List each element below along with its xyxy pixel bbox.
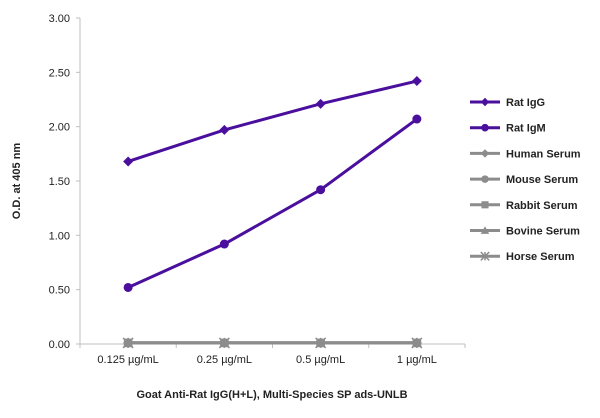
x-tick-label: 0.5 µg/mL (296, 354, 345, 366)
legend-marker (480, 149, 490, 158)
legend-item: Rabbit Serum (470, 200, 578, 212)
data-point (219, 337, 230, 348)
y-tick-label: 2.50 (49, 67, 70, 79)
legend-marker (480, 226, 490, 234)
legend-marker (480, 251, 490, 261)
y-tick-label: 2.00 (49, 122, 70, 134)
y-tick-label: 3.00 (49, 13, 70, 25)
x-tick-label: 1 µg/mL (397, 354, 437, 366)
y-tick-label: 1.50 (49, 176, 70, 188)
x-tick-label: 0.25 µg/mL (197, 354, 252, 366)
data-point (412, 114, 422, 124)
data-point (316, 185, 326, 195)
legend-item: Rat IgM (470, 123, 546, 135)
legend-item: Mouse Serum (470, 174, 578, 186)
axes (79, 18, 465, 345)
data-point (219, 239, 229, 249)
series-human-serum (123, 337, 422, 348)
legend-label: Human Serum (506, 148, 581, 160)
data-point (411, 76, 422, 87)
series-line (127, 79, 418, 163)
legend-item: Rat IgG (470, 97, 545, 109)
data-point (123, 282, 133, 292)
legend-marker (481, 201, 489, 209)
legend-label: Rat IgM (506, 123, 546, 135)
legend-item: Human Serum (470, 148, 581, 160)
y-tick-label: 0.00 (49, 339, 70, 351)
data-point (123, 337, 134, 348)
series-line (127, 117, 418, 289)
data-point (411, 337, 422, 348)
y-tick-label: 0.50 (49, 285, 70, 297)
series-rat-igm (123, 114, 422, 292)
series-rat-igg (123, 76, 422, 167)
y-axis-title: O.D. at 405 nm (11, 143, 23, 220)
legend: Rat IgG Rat IgM Human Serum Mouse Serum Rabb… (470, 97, 581, 263)
y-ticks: 0.00 0.50 1.00 1.50 2.00 2.50 3.00 (49, 13, 80, 351)
legend-label: Horse Serum (506, 251, 575, 263)
legend-marker (481, 175, 489, 183)
data-point (315, 98, 326, 109)
x-tick-label: 0.125 µg/mL (97, 354, 158, 366)
data-point (123, 156, 134, 167)
legend-label: Mouse Serum (506, 174, 578, 186)
legend-marker (480, 97, 490, 107)
data-point (315, 337, 326, 348)
series-layer (122, 76, 423, 349)
y-tick-label: 1.00 (49, 230, 70, 242)
legend-item: Bovine Serum (470, 226, 580, 238)
x-ticks: 0.125 µg/mL 0.25 µg/mL 0.5 µg/mL 1 µg/mL (79, 344, 466, 366)
legend-item: Horse Serum (470, 251, 575, 263)
data-point (219, 124, 230, 135)
x-axis-title: Goat Anti-Rat IgG(H+L), Multi-Species SP… (136, 389, 407, 401)
legend-label: Rat IgG (506, 97, 545, 109)
legend-marker (481, 123, 489, 132)
legend-label: Bovine Serum (506, 226, 580, 238)
legend-label: Rabbit Serum (506, 200, 578, 212)
